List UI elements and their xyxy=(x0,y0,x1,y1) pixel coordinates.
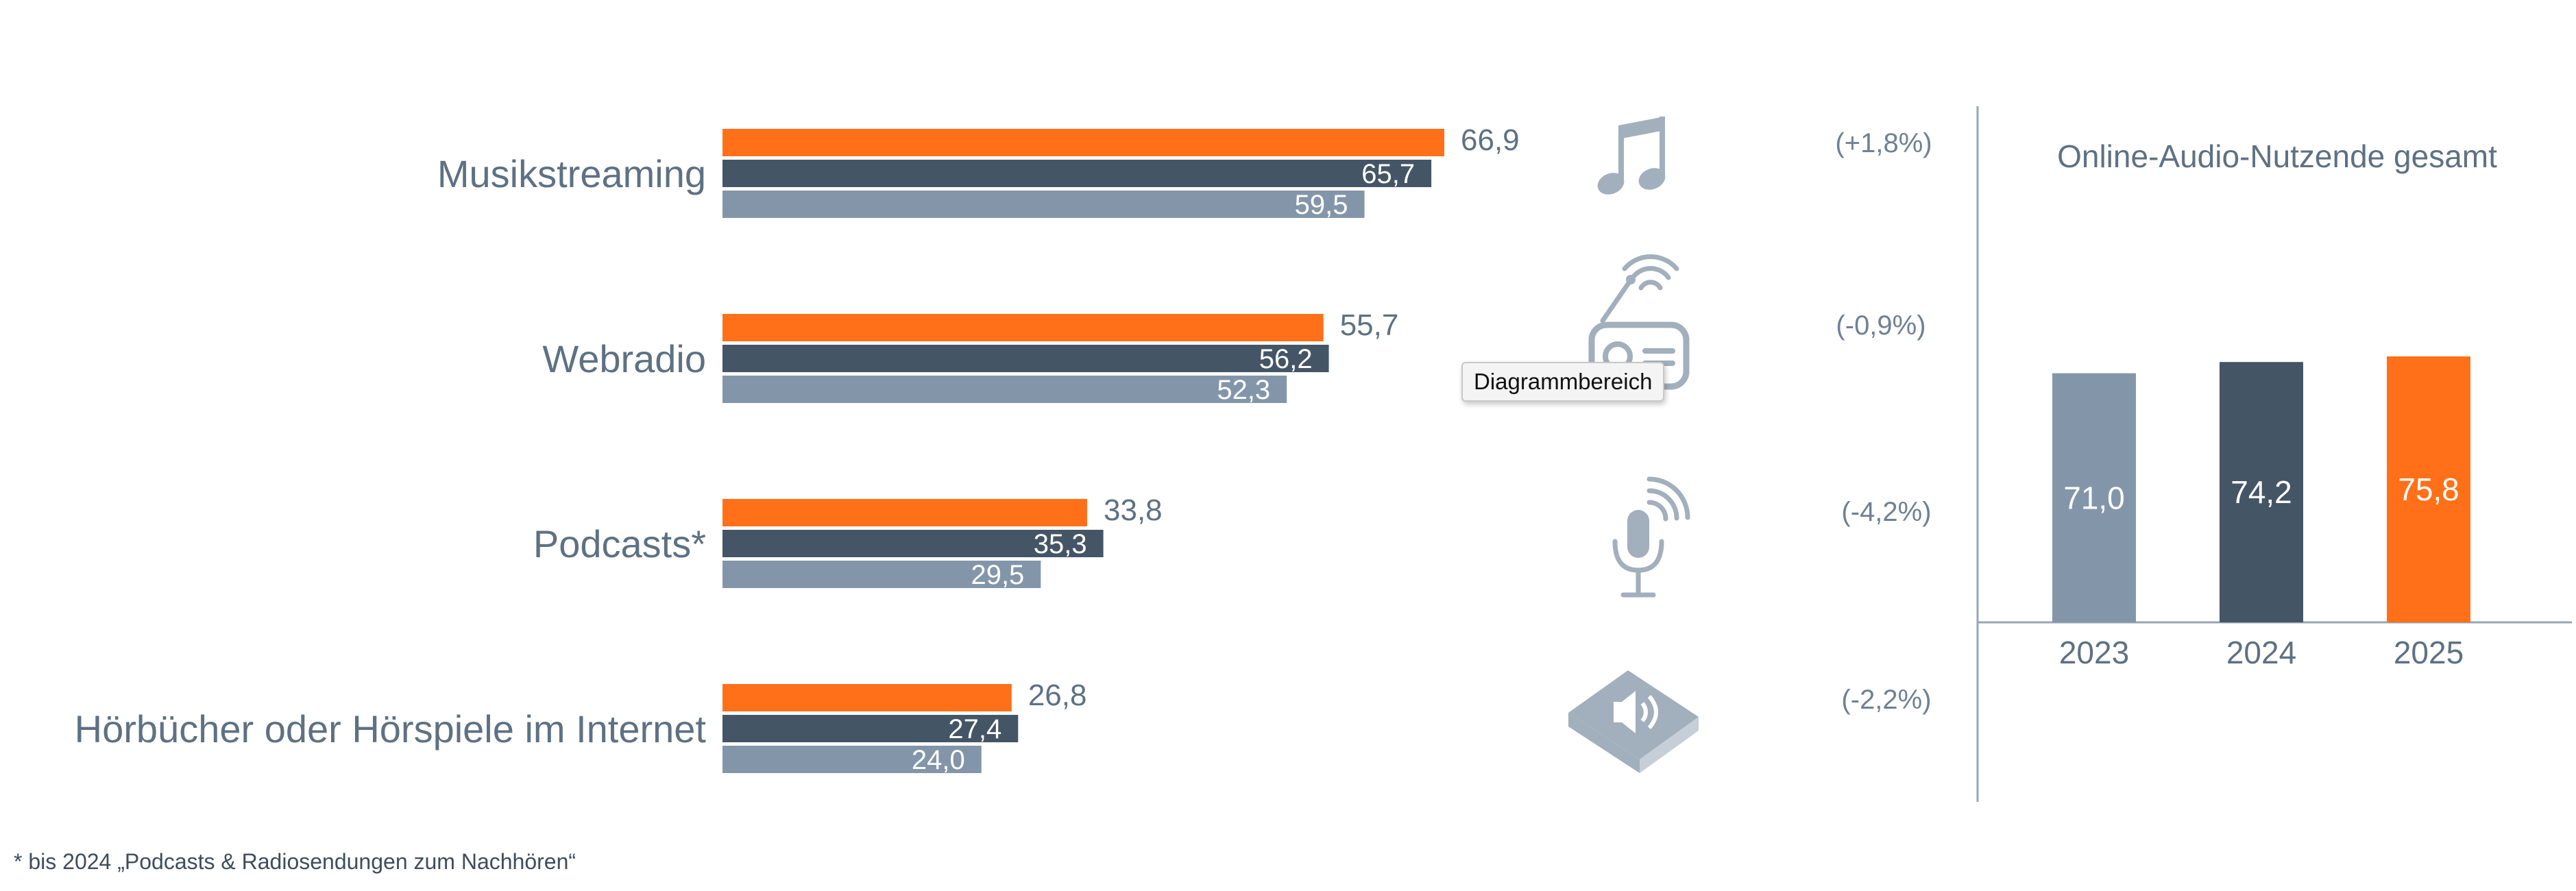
value-label: 24,0 xyxy=(912,745,965,775)
usage-bar-chart[interactable]: Musikstreaming 66,9 65,7 59,5 Webradio 55,7 56… xyxy=(75,123,1932,775)
value-label: 55,7 xyxy=(1340,308,1399,342)
total-value-label: 75,8 xyxy=(2398,472,2459,507)
bar-y2025-1[interactable] xyxy=(722,314,1324,341)
category-label: Podcasts* xyxy=(533,522,706,565)
bar-y2023-0[interactable] xyxy=(722,191,1365,218)
value-label: 27,4 xyxy=(948,714,1001,744)
audiobook-icon xyxy=(1568,670,1699,773)
bar-y2024-1[interactable] xyxy=(722,345,1329,372)
tooltip: Diagrammbereich xyxy=(1461,362,1665,402)
microphone-icon xyxy=(1612,476,1690,598)
category-label: Musikstreaming xyxy=(437,152,706,195)
total-bar-2025[interactable] xyxy=(2387,356,2470,622)
year-label: 2023 xyxy=(2059,635,2129,670)
total-users-chart[interactable]: Online-Audio-Nutzende gesamt 71,0 2023 74,… xyxy=(1976,106,2572,802)
category-icons xyxy=(1568,117,1699,773)
bar-y2024-3[interactable] xyxy=(722,715,1019,742)
bar-y2025-0[interactable] xyxy=(722,129,1444,156)
change-label: (-0,9%) xyxy=(1836,310,1925,341)
value-label: 59,5 xyxy=(1295,190,1348,220)
value-label: 66,9 xyxy=(1461,123,1520,157)
bar-y2024-2[interactable] xyxy=(722,530,1104,557)
total-value-label: 74,2 xyxy=(2231,474,2292,510)
change-label: (-4,2%) xyxy=(1841,497,1931,527)
value-label: 65,7 xyxy=(1361,159,1415,189)
change-label: (-2,2%) xyxy=(1841,685,1931,715)
bar-y2023-3[interactable] xyxy=(722,746,982,773)
bar-y2025-2[interactable] xyxy=(722,499,1088,526)
bar-y2025-3[interactable] xyxy=(722,684,1012,711)
bar-y2023-1[interactable] xyxy=(722,376,1287,403)
value-label: 56,2 xyxy=(1259,344,1313,374)
total-value-label: 71,0 xyxy=(2063,480,2125,515)
category-label: Hörbücher oder Hörspiele im Internet xyxy=(75,707,707,750)
value-label: 52,3 xyxy=(1217,375,1270,405)
change-label: (+1,8%) xyxy=(1835,128,1932,158)
total-bar-2023[interactable] xyxy=(2052,373,2136,622)
music-note-icon xyxy=(1597,117,1666,195)
bar-y2023-2[interactable] xyxy=(722,561,1041,588)
category-label: Webradio xyxy=(542,337,706,380)
bar-y2024-0[interactable] xyxy=(722,160,1432,187)
footnote: * bis 2024 „Podcasts & Radiosendungen zu… xyxy=(14,849,576,874)
total-bar-2024[interactable] xyxy=(2220,362,2303,622)
value-label: 29,5 xyxy=(971,560,1024,590)
value-label: 35,3 xyxy=(1034,529,1087,559)
year-label: 2024 xyxy=(2226,635,2296,670)
value-label: 33,8 xyxy=(1104,493,1163,527)
value-label: 26,8 xyxy=(1028,679,1087,712)
panel-title: Online-Audio-Nutzende gesamt xyxy=(2057,138,2497,174)
year-label: 2025 xyxy=(2394,635,2464,670)
